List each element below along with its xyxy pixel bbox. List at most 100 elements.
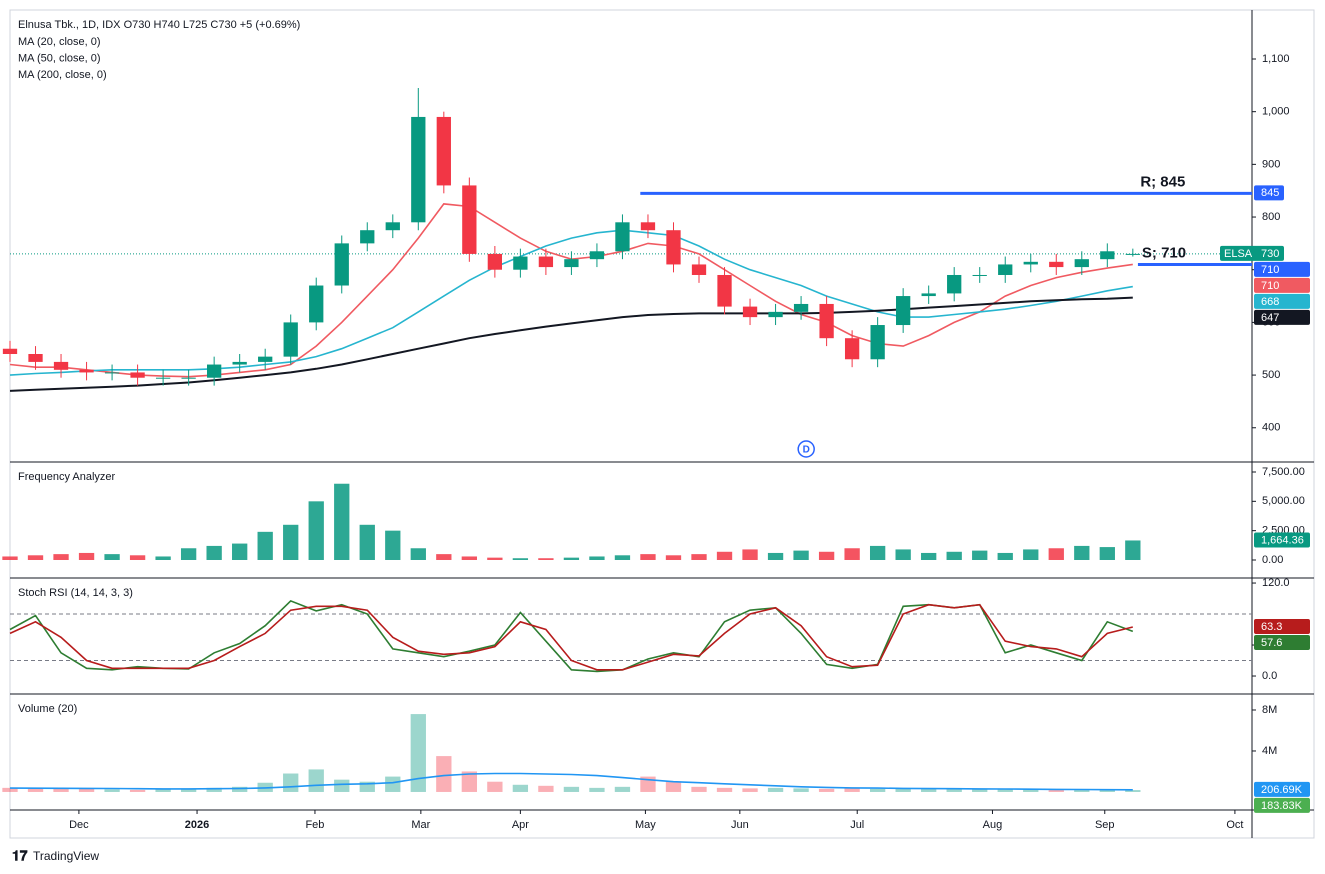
- value-tag-bg: [1254, 781, 1310, 797]
- bar: [589, 556, 605, 560]
- candle-body: [538, 256, 554, 268]
- y-tick-label: 1,000: [1262, 106, 1290, 118]
- candle-body: [947, 274, 962, 294]
- legend-entry: MA (200, close, 0): [18, 69, 107, 81]
- legend-entry: MA (20, close, 0): [18, 36, 101, 48]
- candle-body: [28, 354, 43, 362]
- x-tick-label: Apr: [512, 819, 529, 831]
- level-tag: 710: [1261, 264, 1279, 276]
- bar: [206, 787, 222, 792]
- bar: [1074, 545, 1090, 560]
- ma-tag-bg: [1254, 293, 1310, 309]
- candle-body: [666, 230, 681, 265]
- value-tag-bg: [1254, 618, 1310, 634]
- bar: [844, 788, 860, 792]
- symbol-tag: ELSA: [1224, 248, 1253, 260]
- y-tick-label: 1,100: [1262, 53, 1290, 65]
- candle-body: [640, 222, 656, 231]
- bar: [487, 781, 503, 792]
- bar: [665, 555, 682, 560]
- candle-body: [1023, 261, 1038, 265]
- bar: [895, 788, 911, 792]
- legend-entry: MA (50, close, 0): [18, 52, 101, 64]
- candle-body: [2, 348, 18, 355]
- value-tag-bg: [1254, 532, 1310, 548]
- y-tick-label: 500: [1262, 369, 1280, 381]
- bar: [818, 551, 835, 560]
- candle-body: [844, 338, 860, 360]
- bar: [78, 788, 95, 792]
- bar: [869, 788, 886, 792]
- bar: [1074, 789, 1090, 792]
- symbol-tag-bg: [1220, 245, 1284, 261]
- bar: [997, 789, 1013, 792]
- candle-body: [819, 303, 834, 339]
- ma-tag-bg: [1254, 309, 1310, 325]
- bar: [921, 552, 937, 560]
- brand-logo: 𝟏𝟕: [12, 848, 28, 864]
- ma-tag-bg: [1254, 277, 1310, 293]
- brand: 𝟏𝟕 TradingView: [12, 848, 99, 864]
- candle-body: [155, 377, 171, 379]
- candle-body: [79, 369, 94, 373]
- value-tag: 1,664.36: [1261, 534, 1304, 546]
- x-tick-label: Sep: [1095, 819, 1115, 831]
- candle-body: [487, 253, 503, 270]
- candle-body: [691, 264, 707, 275]
- x-tick-label: Mar: [411, 819, 430, 831]
- bar: [614, 555, 631, 560]
- candle-body: [896, 296, 911, 326]
- candle-body: [921, 293, 936, 297]
- bar: [589, 787, 605, 792]
- x-tick-label: Jul: [850, 819, 864, 831]
- y-tick-label: 0.00: [1262, 554, 1283, 566]
- candle-body: [130, 372, 145, 378]
- brand-name: TradingView: [33, 849, 99, 863]
- pane: Volume (20) 4M 8M 206.69K 183.83K: [2, 703, 1310, 813]
- bar: [487, 557, 503, 560]
- bar: [1023, 789, 1039, 792]
- bar: [742, 788, 758, 792]
- candle-body: [972, 274, 987, 276]
- x-tick-label: Jun: [731, 819, 749, 831]
- event-label: D: [803, 445, 810, 456]
- bar: [232, 543, 248, 560]
- y-tick-label: 0.0: [1262, 670, 1277, 682]
- value-tag: 57.6: [1261, 637, 1282, 649]
- candle-body: [53, 361, 69, 370]
- bar: [308, 501, 324, 560]
- level-label: R; 845: [1140, 173, 1185, 190]
- ma-tag: 710: [1261, 280, 1279, 292]
- bar: [512, 784, 529, 792]
- bar: [563, 557, 580, 560]
- border: [9, 9, 1315, 839]
- bar: [461, 556, 477, 560]
- bar: [359, 524, 375, 560]
- bar: [614, 786, 631, 792]
- bar: [793, 788, 809, 792]
- value-tag-bg: [1254, 634, 1310, 650]
- candle-body: [258, 356, 273, 362]
- bar: [665, 781, 682, 792]
- bar: [921, 788, 937, 792]
- bar: [691, 786, 707, 792]
- candle-body: [360, 230, 375, 244]
- bar: [104, 789, 120, 792]
- bar: [385, 530, 401, 560]
- bar: [869, 545, 886, 560]
- candle-body: [283, 322, 298, 357]
- pane-title: Volume (20): [18, 703, 77, 715]
- pane: Frequency Analyzer0.002,500.005,000.007,…: [2, 466, 1310, 566]
- candle-body: [1074, 259, 1089, 268]
- bar: [1125, 790, 1141, 792]
- y-tick-label: 5,000.00: [1262, 495, 1305, 507]
- bar: [53, 788, 69, 792]
- bar: [410, 548, 426, 560]
- candle-body: [615, 222, 630, 252]
- y-tick-label: 8M: [1262, 704, 1277, 716]
- x-tick-label: 2026: [185, 819, 209, 831]
- level-tag-bg: [1254, 261, 1310, 277]
- candle-body: [462, 185, 477, 254]
- bar: [1048, 789, 1064, 792]
